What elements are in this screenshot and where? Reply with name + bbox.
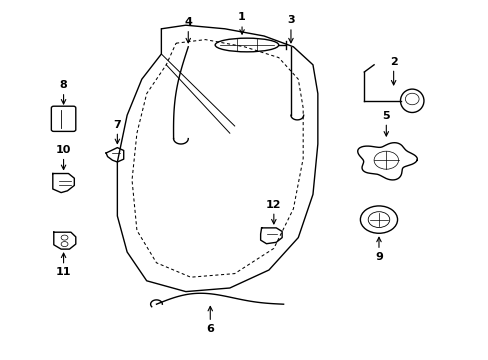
- Text: 3: 3: [286, 15, 294, 25]
- Text: 8: 8: [60, 80, 67, 90]
- Text: 2: 2: [389, 57, 397, 67]
- Text: 10: 10: [56, 145, 71, 155]
- Text: 7: 7: [113, 120, 121, 130]
- Text: 9: 9: [374, 252, 382, 262]
- Text: 1: 1: [238, 12, 245, 22]
- Text: 12: 12: [265, 199, 281, 210]
- Text: 4: 4: [184, 17, 192, 27]
- Text: 6: 6: [206, 324, 214, 334]
- Text: 5: 5: [382, 111, 389, 121]
- Text: 11: 11: [56, 267, 71, 278]
